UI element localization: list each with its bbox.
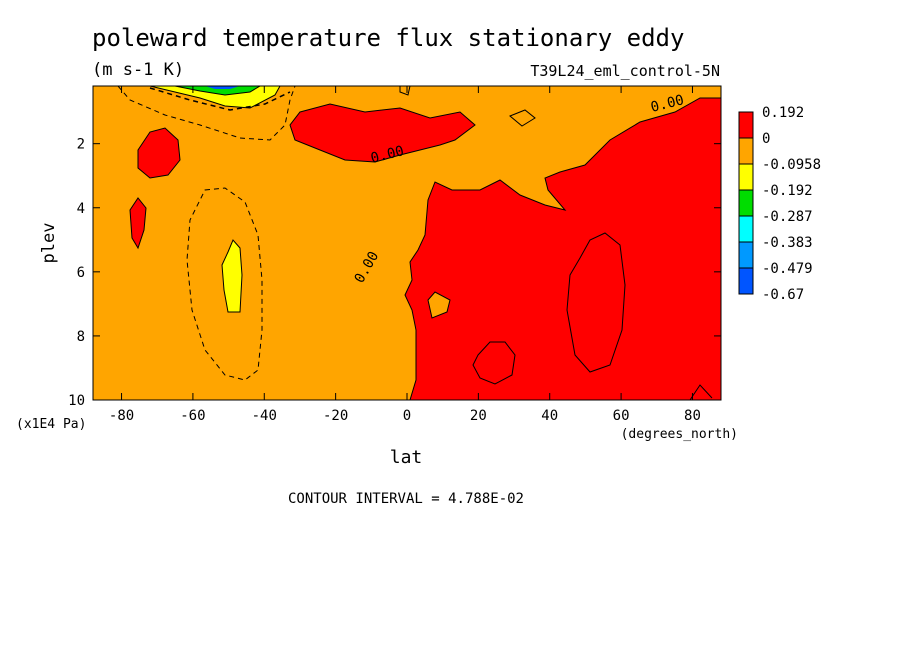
region-blue-top xyxy=(205,86,240,89)
y-tick-label: 2 xyxy=(77,137,85,153)
x-tick-label: 60 xyxy=(613,408,630,424)
contour-dashed-top xyxy=(117,86,296,141)
y-tick-label: 4 xyxy=(77,201,85,217)
legend-level-label: -0.192 xyxy=(762,183,813,199)
contour-solid-east-3 xyxy=(689,384,713,400)
y-axis-units: (x1E4 Pa) xyxy=(16,417,86,432)
color-legend: 0.192 0 -0.0958 -0.192 -0.287 -0.383 -0.479 -0.… xyxy=(738,105,821,303)
region-orange-island-1 xyxy=(427,291,451,319)
y-tick-label: 6 xyxy=(77,265,85,281)
plot-area: 0.00 0.00 0.00 -80 -60 -40 -20 0 20 40 60 80 246… xyxy=(68,85,722,424)
legend-swatch xyxy=(738,163,754,191)
legend-swatch xyxy=(738,111,754,139)
contour-label-1: 0.00 xyxy=(369,143,406,167)
contour-solid-east-2 xyxy=(472,341,516,385)
region-green-top xyxy=(174,86,261,96)
x-tick-label: 0 xyxy=(403,408,411,424)
x-tick-label: 80 xyxy=(684,408,701,424)
x-tick-label: -20 xyxy=(323,408,348,424)
legend-level-label: 0 xyxy=(762,131,770,147)
region-red-west-2 xyxy=(129,197,147,250)
region-red-tongue xyxy=(289,103,476,163)
x-axis-units: (degrees_north) xyxy=(621,427,738,442)
legend-swatch xyxy=(738,189,754,217)
legend-level-label: 0.192 xyxy=(762,105,804,121)
y-tick-label: 8 xyxy=(77,329,85,345)
x-tick-label: -40 xyxy=(252,408,277,424)
legend-level-label: -0.287 xyxy=(762,209,813,225)
y-axis-label: plev xyxy=(39,223,59,264)
y-tick-label: 10 xyxy=(68,393,85,409)
x-axis-ticks: -80 -60 -40 -20 0 20 40 60 80 xyxy=(109,86,701,424)
legend-swatch xyxy=(738,267,754,295)
x-tick-label: 20 xyxy=(470,408,487,424)
contour-solid-east xyxy=(566,232,626,373)
contour-interval: CONTOUR INTERVAL = 4.788E-02 xyxy=(288,491,524,507)
y-axis-ticks: 2 4 6 8 10 xyxy=(68,137,721,409)
x-tick-label: -80 xyxy=(109,408,134,424)
region-red-east xyxy=(400,86,721,400)
legend-swatch xyxy=(738,215,754,243)
legend-swatch xyxy=(738,137,754,165)
legend-level-label: -0.0958 xyxy=(762,157,821,173)
x-tick-label: 40 xyxy=(541,408,558,424)
legend-level-label: -0.383 xyxy=(762,235,813,251)
legend-level-label: -0.479 xyxy=(762,261,813,277)
run-label: T39L24_eml_control-5N xyxy=(530,62,720,80)
region-orange-island-2 xyxy=(509,109,536,127)
region-yellow-blob xyxy=(221,239,243,313)
chart-units: (m s-1 K) xyxy=(92,60,184,80)
contour-label-2: 0.00 xyxy=(649,92,686,116)
chart-title: poleward temperature flux stationary edd… xyxy=(92,24,684,52)
contour-dashed-top-2 xyxy=(149,87,291,111)
region-red-west-1 xyxy=(137,127,181,179)
x-axis-label: lat xyxy=(390,447,423,468)
legend-level-label: -0.67 xyxy=(762,287,804,303)
x-tick-label: -60 xyxy=(180,408,205,424)
legend-swatch xyxy=(738,241,754,269)
